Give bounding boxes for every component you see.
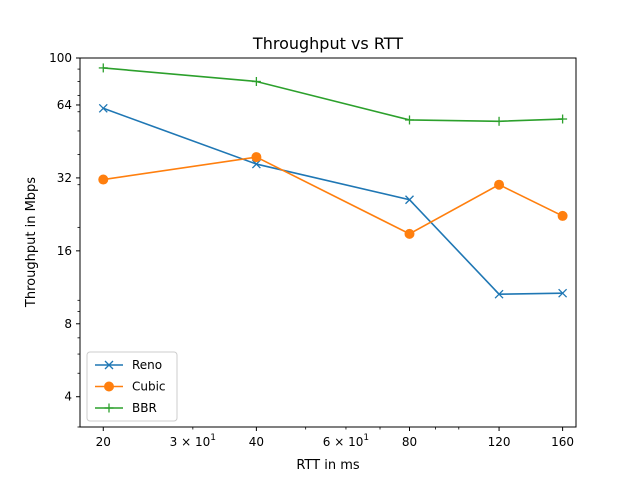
data-point-reno <box>98 103 108 113</box>
series-line-cubic <box>103 156 563 235</box>
data-point-reno <box>558 288 568 298</box>
data-point-cubic <box>98 174 109 185</box>
y-tick-label: 4 <box>64 390 72 404</box>
legend-label-cubic: Cubic <box>132 380 166 394</box>
data-point-cubic <box>404 228 415 239</box>
series-line-bbr <box>103 67 563 123</box>
plot-area <box>79 57 577 428</box>
x-axis-ticks: 20 40 80 120 160 3 × 101 6 × 101 <box>96 427 574 449</box>
x-minor-tick-label: 6 × 101 <box>323 433 369 449</box>
plot-border <box>79 57 577 428</box>
data-point-cubic <box>494 179 505 190</box>
x-tick-label: 20 <box>96 435 111 449</box>
x-tick-label: 120 <box>488 435 511 449</box>
data-point-bbr <box>494 116 504 126</box>
data-point-bbr <box>404 115 414 125</box>
legend-label-reno: Reno <box>132 358 162 372</box>
series-layer <box>98 63 568 299</box>
y-tick-label: 64 <box>57 98 72 112</box>
series-line-reno <box>102 107 563 295</box>
data-point-reno <box>405 195 414 205</box>
y-axis-ticks: 4 8 16 32 64 100 <box>49 51 80 428</box>
data-point-cubic <box>557 210 568 221</box>
legend: Reno Cubic BBR <box>86 351 178 422</box>
x-tick-label: 160 <box>551 435 574 449</box>
data-point-cubic <box>251 152 262 163</box>
y-tick-label: 100 <box>49 51 72 65</box>
y-tick-label: 32 <box>57 171 72 185</box>
y-tick-label: 16 <box>57 244 72 258</box>
legend-marker-cubic <box>104 381 114 392</box>
x-axis-label: RTT in ms <box>296 458 360 473</box>
data-point-bbr <box>558 114 568 124</box>
y-axis-label: Throughput in Mbps <box>24 177 39 308</box>
data-point-bbr <box>251 76 261 86</box>
legend-label-bbr: BBR <box>132 401 157 415</box>
x-tick-label: 80 <box>402 435 417 449</box>
data-point-bbr <box>98 63 108 73</box>
x-minor-tick-label: 3 × 101 <box>170 433 216 449</box>
x-tick-label: 40 <box>249 435 264 449</box>
data-point-reno <box>251 159 261 169</box>
chart-title: Throughput vs RTT <box>252 34 403 53</box>
data-point-reno <box>494 289 504 299</box>
legend-marker-reno <box>104 360 114 370</box>
y-tick-label: 8 <box>64 317 72 331</box>
legend-marker-bbr <box>104 403 114 413</box>
